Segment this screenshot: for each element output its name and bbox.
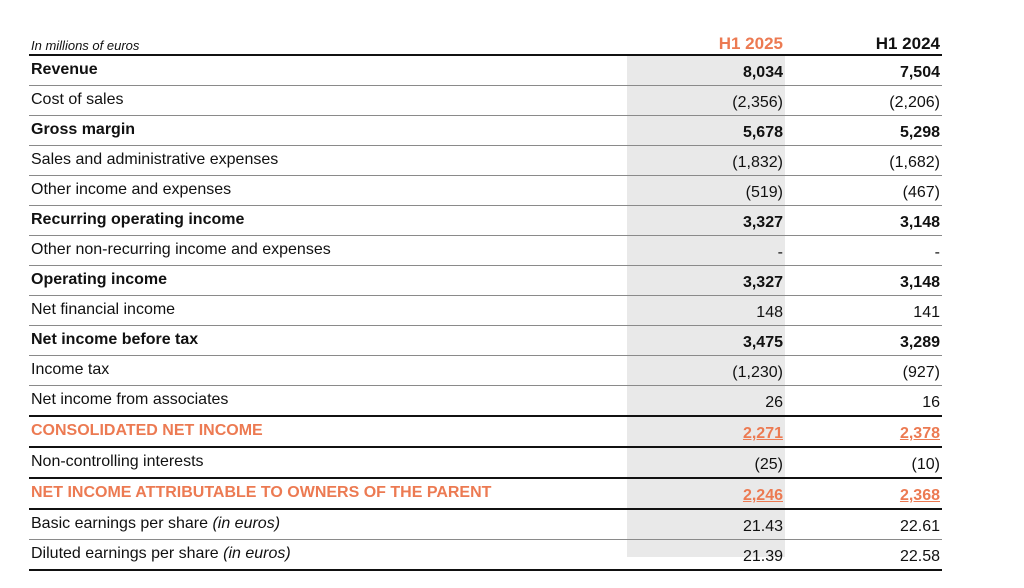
row-revenue: Revenue 8,034 7,504: [29, 56, 942, 86]
value-h1-2024: 5,298: [899, 124, 940, 141]
value-h1-2025: 26: [765, 394, 783, 411]
value-h1-2025: 3,327: [742, 214, 783, 231]
row-gross-margin: Gross margin 5,678 5,298: [29, 116, 942, 146]
value-h1-2025: (2,356): [732, 94, 783, 111]
row-net-income-owners-parent: NET INCOME ATTRIBUTABLE TO OWNERS OF THE…: [29, 479, 942, 510]
row-label: Revenue: [31, 61, 98, 78]
value-h1-2025: 21.39: [742, 548, 783, 565]
row-label: Net income before tax: [31, 331, 199, 348]
row-other-income-expenses: Other income and expenses (519) (467): [29, 176, 942, 206]
row-label: Basic earnings per share (in euros): [31, 515, 280, 533]
row-label: Operating income: [31, 271, 168, 288]
row-label: Other income and expenses: [31, 181, 232, 198]
value-h1-2024: (1,682): [889, 154, 940, 171]
value-h1-2024: 2,378: [899, 425, 940, 442]
row-label: Recurring operating income: [31, 211, 245, 228]
row-diluted-eps: Diluted earnings per share (in euros) 21…: [29, 540, 942, 571]
row-label: Sales and administrative expenses: [31, 151, 279, 168]
row-label: Other non-recurring income and expenses: [31, 241, 331, 258]
value-h1-2025: (1,230): [732, 364, 783, 381]
value-h1-2024: 3,289: [899, 334, 940, 351]
value-h1-2024: 7,504: [899, 64, 940, 81]
value-h1-2024: 16: [922, 394, 940, 411]
value-h1-2024: 141: [913, 304, 940, 321]
row-non-controlling-interests: Non-controlling interests (25) (10): [29, 448, 942, 479]
row-net-income-before-tax: Net income before tax 3,475 3,289: [29, 326, 942, 356]
row-operating-income: Operating income 3,327 3,148: [29, 266, 942, 296]
value-h1-2025: -: [777, 244, 783, 261]
income-statement-table: In millions of euros H1 2025 H1 2024 Rev…: [29, 30, 942, 571]
value-h1-2024: 22.61: [899, 518, 940, 535]
row-consolidated-net-income: CONSOLIDATED NET INCOME 2,271 2,378: [29, 417, 942, 448]
row-label-unit: (in euros): [223, 545, 291, 562]
row-label-unit: (in euros): [212, 515, 281, 532]
row-label: Net income from associates: [31, 391, 229, 408]
row-label: Non-controlling interests: [31, 453, 204, 470]
row-sales-admin-expenses: Sales and administrative expenses (1,832…: [29, 146, 942, 176]
row-label-text: Basic earnings per share: [31, 515, 213, 532]
column-header-h1-2024: H1 2024: [875, 34, 940, 53]
row-label: Income tax: [31, 361, 110, 378]
row-label: Diluted earnings per share (in euros): [31, 545, 291, 563]
value-h1-2024: (10): [911, 456, 940, 473]
value-h1-2024: 22.58: [899, 548, 940, 565]
value-h1-2025: 5,678: [742, 124, 783, 141]
value-h1-2025: 2,271: [742, 425, 783, 442]
value-h1-2025: 2,246: [742, 487, 783, 504]
value-h1-2024: -: [934, 244, 940, 261]
row-recurring-operating-income: Recurring operating income 3,327 3,148: [29, 206, 942, 236]
row-label-text: Diluted earnings per share: [31, 545, 224, 562]
value-h1-2024: (927): [902, 364, 940, 381]
value-h1-2024: 3,148: [899, 274, 940, 291]
value-h1-2025: 3,475: [742, 334, 783, 351]
row-label: NET INCOME ATTRIBUTABLE TO OWNERS OF THE…: [31, 484, 492, 501]
current-period-column-shade: [627, 54, 785, 557]
row-cost-of-sales: Cost of sales (2,356) (2,206): [29, 86, 942, 116]
value-h1-2024: (467): [902, 184, 940, 201]
row-net-financial-income: Net financial income 148 141: [29, 296, 942, 326]
value-h1-2025: 21.43: [742, 518, 783, 535]
row-label: Gross margin: [31, 121, 136, 138]
value-h1-2025: (1,832): [732, 154, 783, 171]
unit-label: In millions of euros: [31, 38, 140, 53]
row-net-income-associates: Net income from associates 26 16: [29, 386, 942, 417]
value-h1-2024: 2,368: [899, 487, 940, 504]
value-h1-2025: 3,327: [742, 274, 783, 291]
row-label: Net financial income: [31, 301, 176, 318]
row-other-non-recurring: Other non-recurring income and expenses …: [29, 236, 942, 266]
value-h1-2025: 8,034: [742, 64, 783, 81]
value-h1-2025: (25): [754, 456, 783, 473]
row-label: Cost of sales: [31, 91, 124, 108]
value-h1-2024: (2,206): [889, 94, 940, 111]
column-header-h1-2025: H1 2025: [718, 34, 783, 53]
row-label: CONSOLIDATED NET INCOME: [31, 422, 263, 439]
row-income-tax: Income tax (1,230) (927): [29, 356, 942, 386]
value-h1-2025: (519): [745, 184, 783, 201]
table-header: In millions of euros H1 2025 H1 2024: [29, 30, 942, 56]
value-h1-2024: 3,148: [899, 214, 940, 231]
value-h1-2025: 148: [756, 304, 783, 321]
row-basic-eps: Basic earnings per share (in euros) 21.4…: [29, 510, 942, 540]
